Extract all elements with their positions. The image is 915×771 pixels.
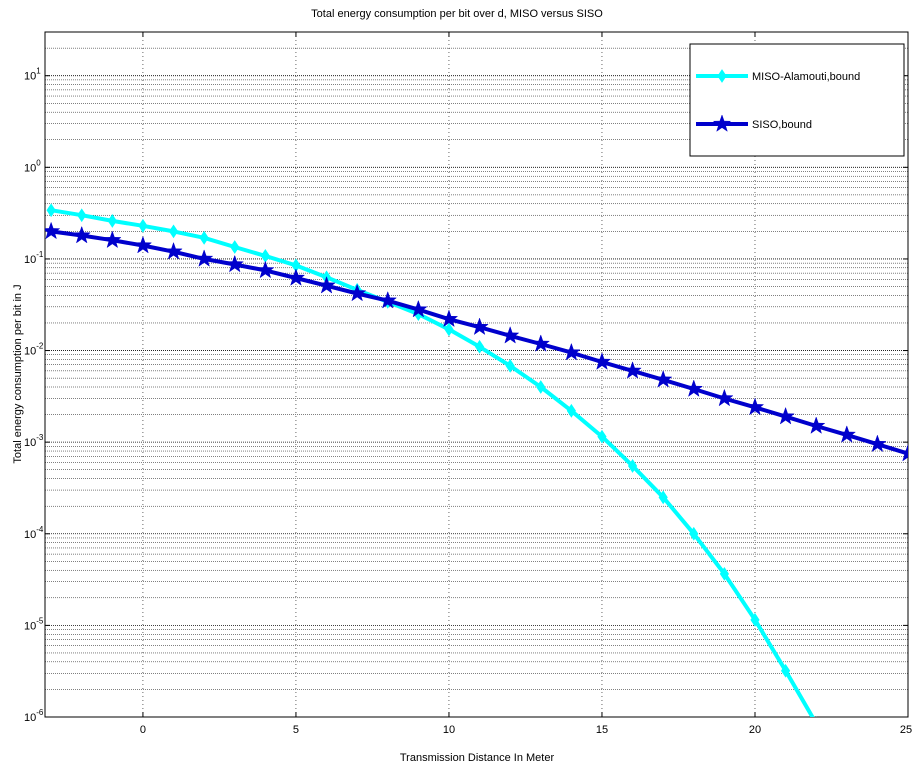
series-siso <box>45 221 908 462</box>
legend-label: MISO-Alamouti,bound <box>752 71 860 83</box>
series-line <box>50 208 815 717</box>
data-point <box>225 254 245 273</box>
x-tick-label: 10 <box>443 724 455 736</box>
data-point <box>133 235 153 254</box>
y-tick-label: 10-4 <box>24 525 44 541</box>
data-point <box>566 403 576 418</box>
x-tick-label: 0 <box>140 724 146 736</box>
data-point <box>72 225 92 244</box>
data-point <box>409 299 428 318</box>
legend-box <box>689 43 905 157</box>
legend-marker <box>717 69 727 83</box>
data-point <box>815 716 817 717</box>
y-tick-label: 10-3 <box>24 433 44 449</box>
data-point <box>194 249 214 267</box>
data-point <box>103 230 122 249</box>
y-tick-label: 10-2 <box>24 342 44 358</box>
data-point <box>439 309 459 328</box>
data-point <box>317 275 336 294</box>
data-point <box>46 203 56 218</box>
data-point <box>715 388 734 407</box>
x-axis-label: Transmission Distance In Meter <box>400 752 555 764</box>
data-point <box>745 397 765 416</box>
data-point <box>653 369 673 388</box>
data-point <box>806 416 826 434</box>
data-point <box>474 339 485 354</box>
series-group <box>45 203 908 717</box>
data-point <box>750 612 760 627</box>
data-point <box>562 342 581 361</box>
data-point <box>77 208 87 223</box>
legend-item: MISO-Alamouti,bound <box>696 69 860 83</box>
legend-marker <box>712 114 732 132</box>
data-point <box>500 326 520 344</box>
data-point <box>658 490 668 505</box>
x-tick-label: 15 <box>596 724 608 736</box>
data-point <box>719 566 729 581</box>
data-point <box>623 361 642 379</box>
data-point <box>505 358 515 373</box>
data-point <box>531 334 551 352</box>
data-point <box>592 352 612 370</box>
x-tick-label: 25 <box>900 724 912 736</box>
data-point <box>199 230 209 245</box>
data-point <box>256 260 275 279</box>
series-miso <box>46 203 817 717</box>
legend-label: SISO,bound <box>752 119 812 131</box>
data-point <box>837 425 857 443</box>
data-point <box>378 290 398 309</box>
y-tick-label: 101 <box>24 67 41 83</box>
data-point <box>536 380 546 394</box>
data-point <box>898 443 908 462</box>
x-tick-label: 5 <box>293 724 299 736</box>
data-point <box>780 663 791 678</box>
plot-frame <box>44 31 909 718</box>
legend-item: SISO,bound <box>696 114 812 132</box>
y-tick-label: 10-1 <box>24 250 44 266</box>
data-point <box>689 526 699 541</box>
legend: MISO-Alamouti,bound SISO,bound <box>689 43 905 157</box>
data-point <box>168 224 179 239</box>
data-point <box>868 434 887 453</box>
y-tick-label: 10-6 <box>24 708 44 724</box>
data-point <box>776 406 795 425</box>
data-point <box>444 322 454 337</box>
y-tick-label: 10-5 <box>24 616 44 632</box>
data-point <box>45 221 61 240</box>
data-point <box>107 214 117 228</box>
data-point <box>286 268 306 286</box>
data-point <box>597 429 607 444</box>
axis-ticks: 0 5 10 15 20 25 10-6 10-5 10-4 10-3 10-2 10-1 100 101 <box>24 32 912 736</box>
data-point <box>164 241 183 260</box>
data-point <box>138 218 148 233</box>
data-point <box>470 317 489 336</box>
data-point <box>627 459 638 473</box>
data-point <box>684 379 704 397</box>
y-axis-label: Total energy consumption per bit in J <box>12 284 24 463</box>
y-tick-label: 100 <box>24 158 41 174</box>
chart-title: Total energy consumption per bit over d,… <box>311 8 603 20</box>
data-point <box>230 240 240 254</box>
x-tick-label: 20 <box>749 724 761 736</box>
data-point <box>260 248 270 263</box>
data-point <box>347 283 367 302</box>
